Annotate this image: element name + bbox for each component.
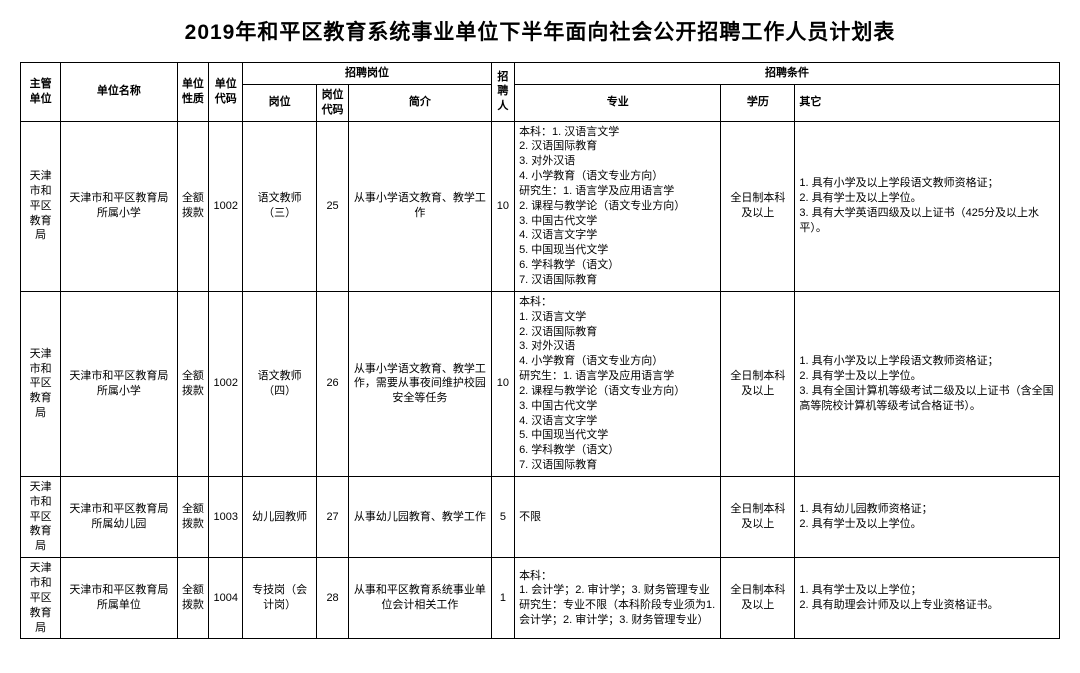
cell-other: 1. 具有幼儿园教师资格证； 2. 具有学士及以上学位。 [795, 476, 1060, 557]
th-major: 专业 [515, 84, 721, 121]
table-row: 天津市和平区教育局天津市和平区教育局所属小学全额拨款1002语文教师（三）25从… [21, 121, 1060, 291]
cell-unit-code: 1003 [209, 476, 243, 557]
th-other: 其它 [795, 84, 1060, 121]
cell-unit-name: 天津市和平区教育局所属单位 [61, 558, 177, 639]
cell-position-code: 26 [317, 291, 349, 476]
cell-position: 专技岗（会计岗） [243, 558, 317, 639]
cell-supervisor: 天津市和平区教育局 [21, 121, 61, 291]
cell-num: 10 [491, 291, 514, 476]
cell-unit-nature: 全额拨款 [177, 558, 209, 639]
cell-major: 不限 [515, 476, 721, 557]
cell-unit-code: 1002 [209, 291, 243, 476]
cell-supervisor: 天津市和平区教育局 [21, 476, 61, 557]
th-position: 岗位 [243, 84, 317, 121]
cell-unit-nature: 全额拨款 [177, 121, 209, 291]
cell-supervisor: 天津市和平区教育局 [21, 558, 61, 639]
cell-other: 1. 具有小学及以上学段语文教师资格证； 2. 具有学士及以上学位。 3. 具有… [795, 121, 1060, 291]
th-unit-code: 单位代码 [209, 63, 243, 122]
header-row-1: 主管单位 单位名称 单位性质 单位代码 招聘岗位 招聘人 招聘条件 [21, 63, 1060, 85]
cell-unit-nature: 全额拨款 [177, 476, 209, 557]
cell-num: 1 [491, 558, 514, 639]
cell-major: 本科： 1. 汉语言文学 2. 汉语国际教育 3. 对外汉语 4. 小学教育（语… [515, 291, 721, 476]
cell-major: 本科：1. 汉语言文学 2. 汉语国际教育 3. 对外汉语 4. 小学教育（语文… [515, 121, 721, 291]
cell-intro: 从事幼儿园教育、教学工作 [348, 476, 491, 557]
table-row: 天津市和平区教育局天津市和平区教育局所属小学全额拨款1002语文教师（四）26从… [21, 291, 1060, 476]
table-row: 天津市和平区教育局天津市和平区教育局所属单位全额拨款1004专技岗（会计岗）28… [21, 558, 1060, 639]
table-body: 天津市和平区教育局天津市和平区教育局所属小学全额拨款1002语文教师（三）25从… [21, 121, 1060, 639]
th-education: 学历 [721, 84, 795, 121]
th-intro: 简介 [348, 84, 491, 121]
th-supervisor: 主管单位 [21, 63, 61, 122]
th-recruit-post-group: 招聘岗位 [243, 63, 492, 85]
th-unit-nature: 单位性质 [177, 63, 209, 122]
cell-major: 本科： 1. 会计学；2. 审计学；3. 财务管理专业 研究生：专业不限（本科阶… [515, 558, 721, 639]
cell-education: 全日制本科及以上 [721, 291, 795, 476]
cell-other: 1. 具有学士及以上学位； 2. 具有助理会计师及以上专业资格证书。 [795, 558, 1060, 639]
th-unit-name: 单位名称 [61, 63, 177, 122]
cell-education: 全日制本科及以上 [721, 476, 795, 557]
cell-intro: 从事小学语文教育、教学工作，需要从事夜间维护校园安全等任务 [348, 291, 491, 476]
cell-intro: 从事和平区教育系统事业单位会计相关工作 [348, 558, 491, 639]
cell-education: 全日制本科及以上 [721, 121, 795, 291]
table-row: 天津市和平区教育局天津市和平区教育局所属幼儿园全额拨款1003幼儿园教师27从事… [21, 476, 1060, 557]
cell-intro: 从事小学语文教育、教学工作 [348, 121, 491, 291]
cell-unit-code: 1004 [209, 558, 243, 639]
cell-unit-nature: 全额拨款 [177, 291, 209, 476]
th-recruit-num: 招聘人 [491, 63, 514, 122]
cell-unit-name: 天津市和平区教育局所属小学 [61, 291, 177, 476]
cell-num: 5 [491, 476, 514, 557]
cell-unit-name: 天津市和平区教育局所属幼儿园 [61, 476, 177, 557]
cell-other: 1. 具有小学及以上学段语文教师资格证； 2. 具有学士及以上学位。 3. 具有… [795, 291, 1060, 476]
page-title: 2019年和平区教育系统事业单位下半年面向社会公开招聘工作人员计划表 [20, 16, 1060, 46]
cell-unit-code: 1002 [209, 121, 243, 291]
recruitment-table: 主管单位 单位名称 单位性质 单位代码 招聘岗位 招聘人 招聘条件 岗位 岗位代… [20, 62, 1060, 639]
cell-position: 语文教师（三） [243, 121, 317, 291]
th-condition-group: 招聘条件 [515, 63, 1060, 85]
cell-supervisor: 天津市和平区教育局 [21, 291, 61, 476]
cell-num: 10 [491, 121, 514, 291]
cell-position-code: 28 [317, 558, 349, 639]
cell-position: 语文教师（四） [243, 291, 317, 476]
cell-education: 全日制本科及以上 [721, 558, 795, 639]
cell-position: 幼儿园教师 [243, 476, 317, 557]
cell-position-code: 27 [317, 476, 349, 557]
th-position-code: 岗位代码 [317, 84, 349, 121]
cell-position-code: 25 [317, 121, 349, 291]
cell-unit-name: 天津市和平区教育局所属小学 [61, 121, 177, 291]
